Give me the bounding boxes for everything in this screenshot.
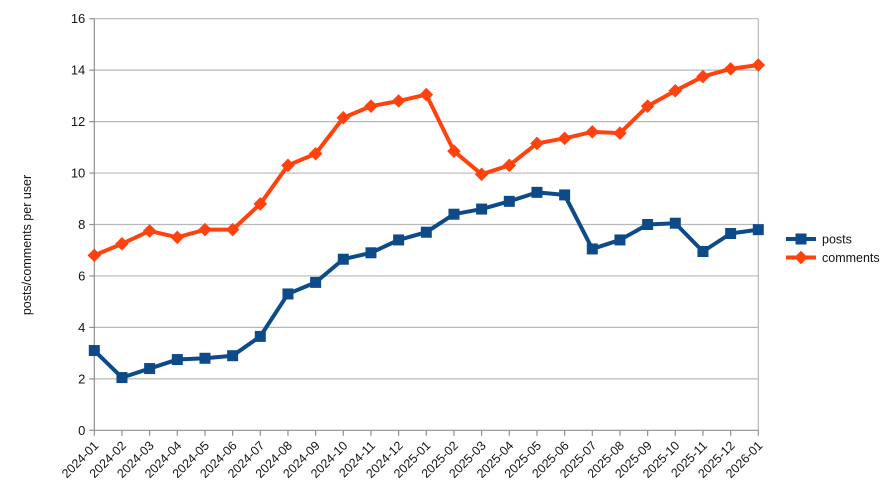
posts-data-point-marker[interactable] [199, 352, 211, 364]
posts-data-point-marker[interactable] [725, 228, 737, 240]
y-axis-tick-label: 4 [78, 320, 85, 335]
series-posts[interactable] [88, 186, 764, 384]
posts-data-point-marker[interactable] [254, 330, 266, 342]
legend-label: posts [822, 233, 852, 247]
posts-data-point-marker[interactable] [116, 372, 128, 384]
y-axis-tick-label: 10 [71, 166, 85, 181]
comments-data-point-marker[interactable] [281, 158, 295, 173]
comments-data-point-marker[interactable] [723, 62, 738, 76]
posts-data-point-marker[interactable] [614, 234, 626, 246]
y-axis-tick-label: 2 [78, 371, 85, 386]
y-axis-tick-label: 0 [78, 423, 85, 438]
comments-data-point-marker[interactable] [557, 131, 572, 146]
series-line-posts[interactable] [92, 190, 759, 380]
posts-data-point-marker[interactable] [531, 186, 543, 198]
posts-data-point-marker[interactable] [697, 246, 709, 258]
comments-data-point-marker[interactable] [225, 222, 240, 237]
y-axis-title: posts/comments per user [20, 175, 34, 315]
y-axis: 0 2 4 6 8 10 12 14 16 [71, 11, 759, 438]
y-axis-tick-label: 8 [78, 217, 85, 232]
y-axis-tick-label: 12 [71, 114, 85, 129]
comments-data-point-marker[interactable] [447, 144, 461, 158]
legend-diamond-marker-icon [794, 250, 808, 265]
legend-item-comments[interactable]: comments [786, 250, 880, 265]
comments-data-point-marker[interactable] [336, 110, 351, 125]
posts-data-point-marker[interactable] [365, 247, 377, 259]
posts-data-point-marker[interactable] [642, 219, 654, 230]
comments-data-point-marker[interactable] [391, 94, 406, 108]
comments-data-point-marker[interactable] [696, 69, 710, 84]
x-axis: 2024-012024-022024-032024-042024-052024-… [59, 430, 765, 481]
posts-data-point-marker[interactable] [476, 203, 488, 215]
comments-data-point-marker[interactable] [419, 87, 434, 102]
posts-data-point-marker[interactable] [669, 217, 681, 229]
posts-data-point-marker[interactable] [310, 276, 322, 288]
posts-data-point-marker[interactable] [448, 208, 460, 220]
comments-data-point-marker[interactable] [585, 125, 600, 139]
comments-data-point-marker[interactable] [474, 167, 489, 182]
legend-square-marker-icon [795, 233, 807, 245]
posts-data-point-marker[interactable] [503, 195, 515, 207]
posts-data-point-marker[interactable] [752, 224, 764, 236]
comments-data-point-marker[interactable] [502, 158, 517, 173]
legend: posts comments [786, 233, 880, 265]
comments-data-point-marker[interactable] [530, 136, 544, 151]
posts-data-point-marker[interactable] [227, 350, 239, 362]
comments-data-point-marker[interactable] [115, 237, 129, 251]
y-axis-tick-label: 14 [71, 63, 85, 78]
y-axis-tick-label: 6 [78, 268, 85, 283]
series-comments[interactable] [87, 58, 766, 263]
comments-data-point-marker[interactable] [668, 83, 683, 98]
comments-data-point-marker[interactable] [198, 222, 212, 237]
posts-data-point-marker[interactable] [337, 253, 349, 265]
comments-data-point-marker[interactable] [308, 146, 323, 161]
posts-data-point-marker[interactable] [144, 363, 156, 375]
posts-data-point-marker[interactable] [559, 189, 571, 201]
posts-data-point-marker[interactable] [393, 234, 405, 246]
posts-data-point-marker[interactable] [586, 243, 598, 255]
posts-data-point-marker[interactable] [171, 354, 183, 366]
comments-data-point-marker[interactable] [364, 99, 378, 113]
comments-data-point-marker[interactable] [751, 58, 766, 72]
comments-data-point-marker[interactable] [87, 248, 102, 263]
comments-data-point-marker[interactable] [142, 224, 157, 238]
comments-data-point-marker[interactable] [253, 197, 268, 211]
comments-data-point-marker[interactable] [613, 126, 627, 140]
posts-data-point-marker[interactable] [420, 226, 432, 238]
posts-data-point-marker[interactable] [282, 288, 294, 300]
legend-item-posts[interactable]: posts [786, 233, 852, 247]
comments-data-point-marker[interactable] [170, 230, 185, 245]
y-axis-tick-label: 16 [71, 11, 85, 26]
posts-data-point-marker[interactable] [88, 345, 100, 357]
legend-label: comments [822, 251, 880, 265]
